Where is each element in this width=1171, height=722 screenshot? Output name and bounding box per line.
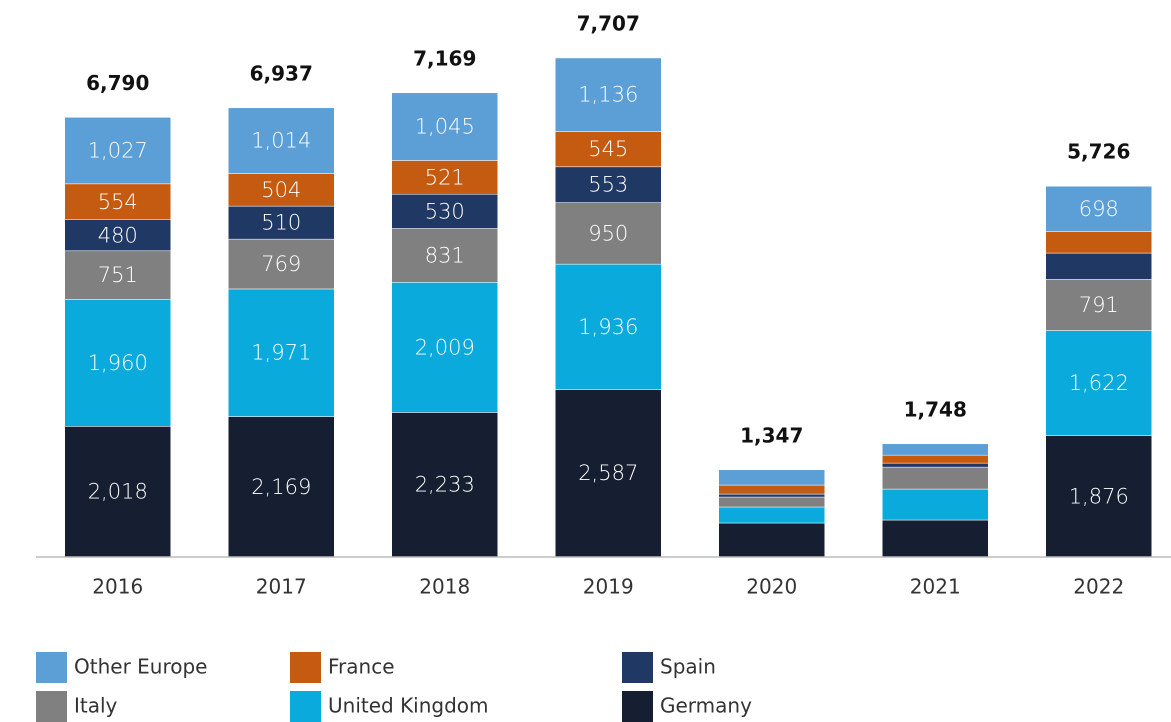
legend-label: Spain bbox=[660, 655, 716, 679]
legend-swatch bbox=[290, 652, 321, 683]
legend-swatch bbox=[622, 652, 653, 683]
bar-segment bbox=[555, 263, 662, 390]
value-label: 769 bbox=[261, 252, 301, 276]
bar-segment bbox=[882, 462, 989, 468]
legend-label: Germany bbox=[660, 694, 752, 718]
total-label: 1,748 bbox=[904, 397, 967, 421]
value-label: 1,136 bbox=[578, 83, 638, 107]
value-label: 480 bbox=[98, 223, 138, 247]
bar-segment bbox=[228, 205, 335, 240]
legend-label: Italy bbox=[74, 694, 118, 718]
bar-segment bbox=[64, 117, 171, 185]
bar-segment bbox=[555, 202, 662, 265]
x-tick-label: 2018 bbox=[419, 575, 470, 599]
legend-swatch bbox=[290, 691, 321, 722]
value-label: 751 bbox=[98, 263, 138, 287]
total-label: 7,169 bbox=[413, 46, 476, 70]
x-tick-label: 2022 bbox=[1073, 575, 1124, 599]
total-label: 5,726 bbox=[1067, 140, 1130, 164]
value-label: 545 bbox=[588, 137, 628, 161]
value-label: 2,009 bbox=[415, 335, 475, 359]
x-tick-label: 2021 bbox=[910, 575, 961, 599]
total-label: 7,707 bbox=[577, 11, 640, 35]
bar-segment bbox=[64, 183, 171, 220]
bar-segment bbox=[555, 131, 662, 168]
value-label: 791 bbox=[1079, 293, 1119, 317]
bar-segment bbox=[391, 92, 498, 161]
total-label: 6,790 bbox=[86, 71, 149, 95]
legend-swatch bbox=[622, 691, 653, 722]
x-tick-label: 2017 bbox=[256, 575, 307, 599]
bar-segment bbox=[228, 288, 335, 417]
bar-segment bbox=[882, 454, 989, 464]
legend-swatch bbox=[36, 691, 67, 722]
bar-segment bbox=[391, 160, 498, 195]
bar-segment bbox=[1045, 279, 1152, 331]
bar-segment bbox=[718, 469, 825, 486]
bar-segment bbox=[718, 484, 825, 495]
legend-label: France bbox=[328, 655, 395, 679]
value-label: 1,960 bbox=[88, 351, 148, 375]
legend-label: United Kingdom bbox=[328, 694, 489, 718]
bar-segment bbox=[718, 506, 825, 524]
bar-segment bbox=[228, 107, 335, 174]
value-label: 530 bbox=[425, 199, 465, 223]
value-label: 1,936 bbox=[578, 315, 638, 339]
value-label: 510 bbox=[261, 211, 301, 235]
bar-segment bbox=[718, 493, 825, 498]
bar-segment bbox=[1045, 435, 1152, 558]
bar-segment bbox=[228, 173, 335, 207]
value-label: 521 bbox=[425, 165, 465, 189]
legend-swatch bbox=[36, 652, 67, 683]
value-label: 2,233 bbox=[415, 473, 475, 497]
total-label: 1,347 bbox=[740, 423, 803, 447]
bar-segment bbox=[718, 522, 825, 558]
value-label: 950 bbox=[588, 221, 628, 245]
value-label: 554 bbox=[98, 190, 138, 214]
value-label: 698 bbox=[1079, 197, 1119, 221]
bar-segment bbox=[882, 488, 989, 521]
bar-segment bbox=[1045, 330, 1152, 436]
bar-segment bbox=[882, 519, 989, 558]
value-label: 2,018 bbox=[88, 480, 148, 504]
legend-label: Other Europe bbox=[74, 655, 207, 679]
bar-segment bbox=[1045, 252, 1152, 280]
total-label: 6,937 bbox=[250, 61, 313, 85]
x-tick-label: 2016 bbox=[92, 575, 143, 599]
bar-segment bbox=[228, 238, 335, 290]
bar-segment bbox=[64, 426, 171, 558]
bar-segment bbox=[555, 389, 662, 558]
value-label: 1,876 bbox=[1069, 484, 1129, 508]
value-label: 2,169 bbox=[251, 475, 311, 499]
bar-segment bbox=[882, 466, 989, 490]
bar-segment bbox=[64, 219, 171, 252]
bar-segment bbox=[391, 228, 498, 283]
bar-segment bbox=[1045, 185, 1152, 232]
bar-segment bbox=[391, 412, 498, 558]
bar-segment bbox=[1045, 231, 1152, 254]
value-label: 504 bbox=[261, 178, 301, 202]
value-label: 1,014 bbox=[251, 129, 311, 153]
bar-segment bbox=[228, 416, 335, 558]
value-label: 2,587 bbox=[578, 461, 638, 485]
bar-segment bbox=[64, 299, 171, 427]
bar-segment bbox=[555, 57, 662, 132]
x-tick-label: 2019 bbox=[583, 575, 634, 599]
bar-segment bbox=[882, 443, 989, 456]
value-label: 1,622 bbox=[1069, 371, 1129, 395]
value-label: 831 bbox=[425, 243, 465, 267]
bar-segment bbox=[391, 193, 498, 229]
bar-segment bbox=[718, 496, 825, 508]
value-label: 1,045 bbox=[415, 115, 475, 139]
x-tick-label: 2020 bbox=[746, 575, 797, 599]
value-label: 1,971 bbox=[251, 341, 311, 365]
value-label: 553 bbox=[588, 173, 628, 197]
value-label: 1,027 bbox=[88, 139, 148, 163]
